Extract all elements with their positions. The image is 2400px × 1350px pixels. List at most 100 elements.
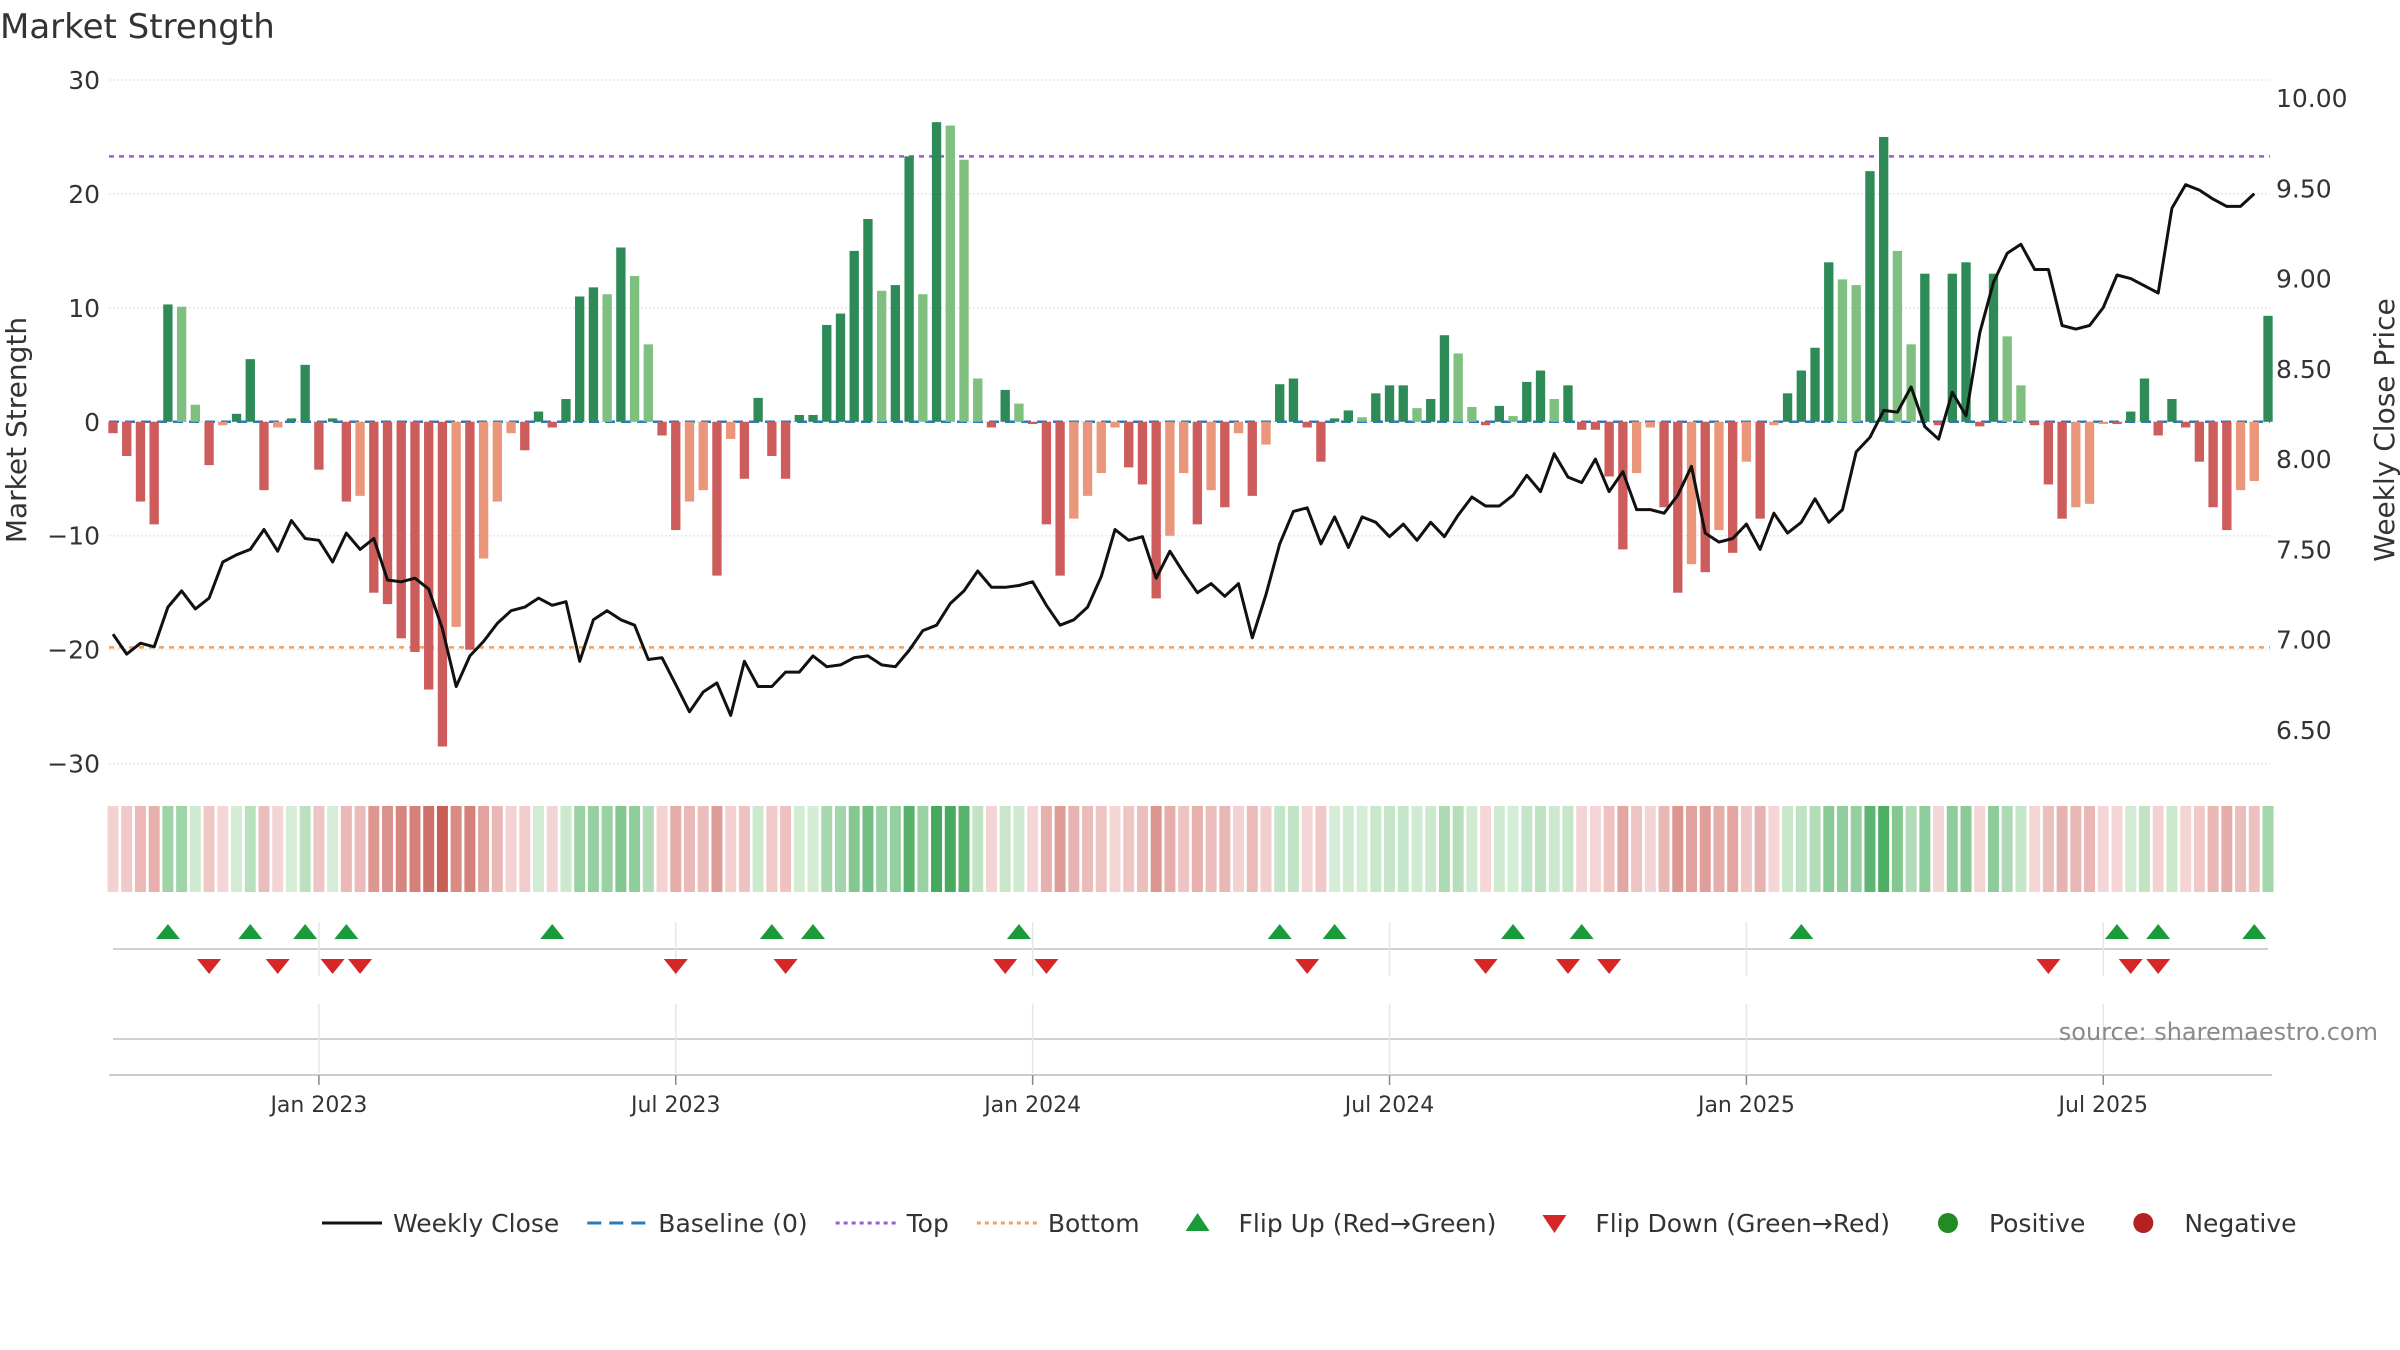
heat-cell bbox=[464, 806, 476, 892]
strength-bar bbox=[1220, 421, 1230, 508]
strength-bar bbox=[2112, 421, 2122, 425]
heat-cell bbox=[642, 806, 654, 892]
strength-bar bbox=[1920, 273, 1930, 422]
strength-bar bbox=[1096, 421, 1106, 474]
flip-up-marker bbox=[238, 924, 263, 939]
strength-bar bbox=[1384, 385, 1395, 422]
y2-tick-label: 8.50 bbox=[2276, 355, 2332, 384]
strength-bar bbox=[1000, 389, 1010, 422]
flip-down-marker bbox=[1034, 959, 1059, 974]
heat-cell bbox=[1315, 806, 1327, 892]
x-tick-label: Jul 2024 bbox=[1343, 1093, 1435, 1118]
heat-cell bbox=[1480, 806, 1492, 892]
flip-down-marker bbox=[2146, 959, 2171, 974]
heat-cell bbox=[1493, 806, 1505, 892]
strength-bar bbox=[1261, 421, 1271, 445]
heat-cell bbox=[505, 806, 517, 892]
strength-bar bbox=[547, 421, 557, 428]
legend-swatch bbox=[2133, 1213, 2154, 1233]
flip-up-marker bbox=[540, 924, 565, 939]
weekly-close-line bbox=[111, 183, 2256, 717]
heat-cell bbox=[917, 806, 929, 892]
strength-bar bbox=[492, 421, 502, 502]
strength-bar bbox=[835, 313, 846, 422]
y-tick-label: 10 bbox=[68, 294, 100, 323]
heat-cell bbox=[1329, 806, 1341, 892]
strength-bar bbox=[149, 421, 159, 525]
strength-bar bbox=[478, 421, 489, 559]
flip-up-marker bbox=[1322, 924, 1347, 939]
heat-cell bbox=[2029, 806, 2041, 892]
heat-cell bbox=[1109, 806, 1121, 892]
heat-cell bbox=[1082, 806, 1094, 892]
strength-bar bbox=[2263, 315, 2273, 422]
heat-cell bbox=[999, 806, 1011, 892]
heat-cell bbox=[2097, 806, 2109, 892]
heat-cell bbox=[1260, 806, 1272, 892]
strength-bar bbox=[575, 296, 585, 422]
heat-cell bbox=[1576, 806, 1588, 892]
heat-cell bbox=[2070, 806, 2082, 892]
strength-bar bbox=[451, 421, 461, 627]
flip-up-marker bbox=[293, 924, 318, 939]
strength-bar bbox=[1961, 262, 1971, 422]
strength-bar bbox=[739, 421, 750, 479]
strength-bar bbox=[863, 219, 873, 422]
flip-down-marker bbox=[197, 959, 222, 974]
heat-cell bbox=[395, 806, 407, 892]
strength-bar bbox=[1700, 421, 1710, 573]
strength-bar bbox=[1782, 393, 1793, 422]
strength-bar bbox=[2194, 421, 2205, 462]
strength-bar bbox=[396, 421, 406, 639]
heat-cell bbox=[697, 806, 709, 892]
strength-bar bbox=[1288, 378, 1299, 422]
flip-down-marker bbox=[663, 959, 688, 974]
heat-cell bbox=[1095, 806, 1107, 892]
x-tick-label: Jan 2024 bbox=[982, 1093, 1081, 1118]
heat-cell bbox=[148, 806, 160, 892]
heat-cell bbox=[1178, 806, 1190, 892]
heat-cell bbox=[834, 806, 846, 892]
y-tick-label: 30 bbox=[68, 66, 100, 95]
strength-bar bbox=[684, 421, 695, 502]
heat-cell bbox=[780, 806, 792, 892]
heat-cell bbox=[1136, 806, 1148, 892]
flip-up-marker bbox=[155, 924, 180, 939]
heat-cell bbox=[903, 806, 915, 892]
heat-cell bbox=[931, 806, 943, 892]
legend-item: Positive bbox=[1937, 1209, 2085, 1238]
strength-bar bbox=[163, 304, 173, 422]
strength-bar bbox=[2249, 421, 2259, 482]
heat-cell bbox=[876, 806, 888, 892]
strength-bar bbox=[355, 421, 365, 496]
strength-bar bbox=[1178, 421, 1189, 474]
heat-cell bbox=[423, 806, 435, 892]
strength-bar bbox=[1851, 285, 1861, 422]
heat-cell bbox=[1164, 806, 1176, 892]
heat-cell bbox=[1631, 806, 1643, 892]
strength-bar bbox=[1206, 421, 1216, 491]
strength-bar bbox=[1192, 421, 1203, 525]
y-axis-right: 10.00 9.50 9.00 8.50 8.00 7.50 7.00 6.50 bbox=[2276, 84, 2348, 745]
strength-bar bbox=[1577, 421, 1587, 430]
heat-cell bbox=[958, 806, 970, 892]
heat-cell bbox=[313, 806, 325, 892]
flip-markers-panel bbox=[113, 922, 2268, 976]
heat-cell bbox=[1809, 806, 1821, 892]
heat-cell bbox=[121, 806, 133, 892]
strength-bar bbox=[986, 421, 997, 428]
heat-cell bbox=[985, 806, 997, 892]
strength-bar bbox=[1728, 421, 1738, 553]
heat-cell bbox=[2248, 806, 2260, 892]
heat-cell bbox=[1782, 806, 1794, 892]
heat-cell bbox=[2221, 806, 2233, 892]
strength-bar bbox=[1645, 421, 1655, 428]
heat-cell bbox=[1754, 806, 1766, 892]
heat-cell bbox=[1837, 806, 1848, 892]
strength-bar bbox=[2057, 421, 2067, 519]
strength-bar bbox=[533, 411, 544, 422]
strength-bar bbox=[190, 404, 201, 422]
heat-cell bbox=[1727, 806, 1739, 892]
strength-bar bbox=[2029, 421, 2040, 426]
legend-item: Bottom bbox=[976, 1209, 1140, 1238]
